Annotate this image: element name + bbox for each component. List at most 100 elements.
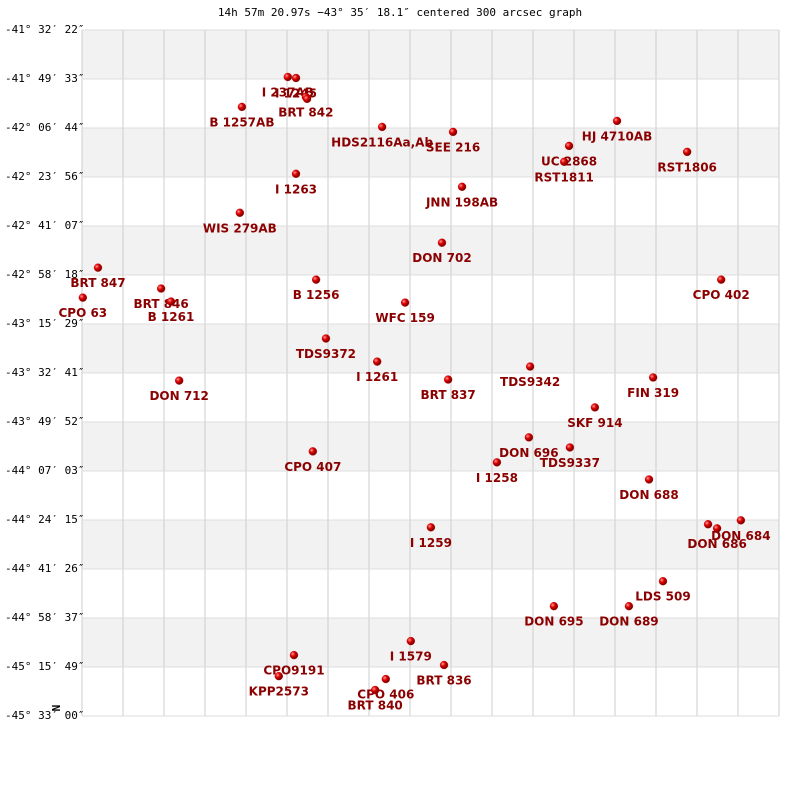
star-label: BRT 840 xyxy=(348,699,403,713)
star-label: SKF 914 xyxy=(567,416,622,430)
star-label: I 237AB xyxy=(262,85,314,99)
y-tick-label: -44° 41′ 26″ xyxy=(5,562,84,575)
star-label: I 1258 xyxy=(476,471,518,485)
star xyxy=(524,433,534,442)
star xyxy=(166,297,176,306)
star-label: RST1811 xyxy=(534,170,593,184)
star xyxy=(237,102,247,112)
star-label: DON 702 xyxy=(412,251,471,265)
y-tick-label: -41° 49′ 33″ xyxy=(5,72,84,85)
star-label: DON 684 xyxy=(711,529,770,543)
star xyxy=(437,238,447,247)
star xyxy=(448,127,458,137)
star-label: BRT 847 xyxy=(70,276,125,290)
star xyxy=(658,577,668,586)
star xyxy=(93,263,103,272)
star-label: I 1263 xyxy=(275,182,317,196)
star xyxy=(302,94,312,104)
star xyxy=(736,516,746,525)
star-label: DON 712 xyxy=(149,389,208,403)
north-label: N xyxy=(50,705,63,712)
star xyxy=(381,674,390,684)
star xyxy=(291,169,301,178)
star xyxy=(78,293,87,302)
star-label: I 1259 xyxy=(410,536,452,550)
band xyxy=(82,30,779,79)
star-label: I 1261 xyxy=(356,370,398,384)
star xyxy=(439,660,449,670)
y-tick-label: -41° 32′ 22″ xyxy=(5,23,84,36)
star xyxy=(426,523,436,532)
star-label: B 1256 xyxy=(293,288,340,302)
star-label: B 1257AB xyxy=(209,115,274,129)
star xyxy=(712,524,722,533)
star-label: BRT 837 xyxy=(420,388,475,402)
star xyxy=(717,275,726,284)
star xyxy=(283,72,292,82)
star xyxy=(274,671,283,681)
star-label: I 1579 xyxy=(390,650,432,664)
star-label: UC 2868 xyxy=(541,154,597,168)
star xyxy=(549,602,559,611)
y-tick-label: -43° 15′ 29″ xyxy=(5,317,84,330)
star-label: DON 688 xyxy=(619,488,678,502)
star xyxy=(648,373,658,382)
star-label: FIN 319 xyxy=(627,386,679,400)
y-tick-label: -45° 15′ 49″ xyxy=(5,660,84,673)
star-label: DON 695 xyxy=(524,615,583,629)
star-label: BRT 846 xyxy=(133,297,188,311)
star xyxy=(311,275,321,284)
band xyxy=(82,225,779,275)
y-tick-label: -42° 58′ 18″ xyxy=(5,268,84,281)
star xyxy=(560,157,569,166)
star-label: HJ 4710AB xyxy=(582,129,653,143)
star xyxy=(321,334,331,343)
band xyxy=(82,323,779,373)
y-tick-label: -45° 33′ 00″ xyxy=(5,709,84,722)
star-label: KPP2573 xyxy=(249,685,309,699)
star xyxy=(443,375,453,384)
y-tick-label: -43° 49′ 52″ xyxy=(5,415,84,428)
star-label: HDS2116Aa,Ab xyxy=(331,135,433,149)
star-label: WIS 279AB xyxy=(203,221,277,235)
y-tick-label: -44° 24′ 15″ xyxy=(5,513,84,526)
star xyxy=(156,284,166,293)
star-label: TDS9337 xyxy=(540,456,600,470)
band xyxy=(82,617,779,668)
star-label: DON 696 xyxy=(499,446,558,460)
star xyxy=(525,362,535,371)
star-label: DON 686 xyxy=(687,537,746,551)
star xyxy=(377,122,387,132)
star-label: CPO 402 xyxy=(693,288,750,302)
y-tick-label: -42° 41′ 07″ xyxy=(5,219,84,232)
y-tick-label: -42° 06′ 44″ xyxy=(5,121,84,134)
star xyxy=(400,298,410,307)
star xyxy=(308,447,317,456)
star xyxy=(373,357,382,366)
star xyxy=(370,685,380,695)
star-label: LDS 509 xyxy=(635,590,690,604)
star-label: DON 689 xyxy=(599,615,658,629)
star xyxy=(565,443,575,452)
star-label: CPO 63 xyxy=(58,306,107,320)
star-label: TDS9372 xyxy=(296,347,356,361)
star-label: BRT 836 xyxy=(416,674,471,688)
chart-title: 14h 57m 20.97s −43° 35′ 18.1″ centered 3… xyxy=(218,6,582,19)
star-label: RST1806 xyxy=(657,160,716,174)
star-label: TDS9342 xyxy=(500,375,560,389)
star-label: WFC 159 xyxy=(375,311,434,325)
y-tick-label: -44° 07′ 03″ xyxy=(5,464,84,477)
star xyxy=(289,650,299,660)
star xyxy=(703,520,713,529)
star xyxy=(564,141,574,151)
star xyxy=(175,376,184,385)
band xyxy=(82,421,779,471)
star-label: JNN 198AB xyxy=(425,195,498,209)
star-label: CPO 407 xyxy=(284,460,341,474)
y-tick-label: -43° 32′ 41″ xyxy=(5,366,84,379)
star xyxy=(683,147,692,157)
star xyxy=(457,182,467,191)
star xyxy=(291,73,301,83)
star xyxy=(624,602,634,611)
